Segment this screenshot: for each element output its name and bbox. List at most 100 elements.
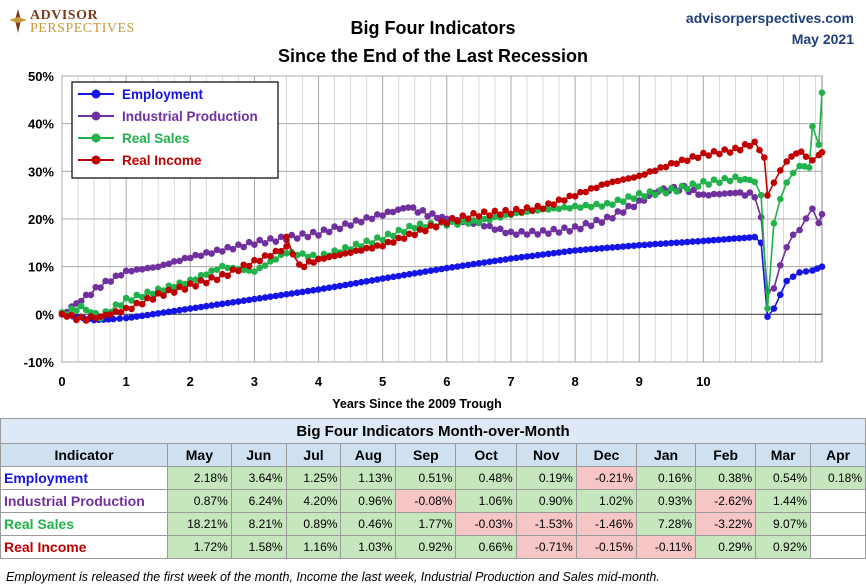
data-point [566, 247, 573, 255]
y-tick-label: 0% [35, 307, 54, 322]
series-real-income [58, 138, 826, 324]
data-point [288, 231, 296, 239]
data-point [789, 273, 797, 280]
data-point [187, 280, 194, 287]
data-point [721, 174, 728, 182]
data-point [427, 222, 435, 229]
data-point [400, 271, 408, 279]
table-cell: 0.38% [695, 466, 757, 490]
data-point [219, 270, 226, 278]
legend-label: Real Sales [122, 131, 190, 146]
data-point [777, 195, 784, 203]
data-point [419, 207, 427, 214]
data-point [149, 310, 157, 318]
data-point [277, 291, 285, 299]
data-point [138, 266, 146, 273]
data-point [379, 236, 387, 244]
data-point [82, 317, 90, 324]
data-point [170, 283, 178, 291]
data-point [176, 306, 183, 314]
y-tick-label: -10% [24, 355, 55, 370]
data-point [416, 226, 424, 233]
data-point [751, 233, 758, 241]
data-point [336, 282, 344, 290]
data-point [635, 197, 643, 204]
data-point [395, 272, 403, 280]
legend-label: Real Income [122, 153, 202, 168]
data-point [395, 234, 403, 242]
data-point [534, 251, 541, 259]
data-point [635, 172, 643, 180]
data-point [432, 266, 440, 274]
data-point [160, 309, 167, 316]
data-point [429, 210, 436, 217]
data-point [777, 291, 784, 299]
row-indicator-name: Real Sales [0, 512, 168, 536]
data-point [726, 177, 734, 185]
data-point [635, 241, 643, 249]
data-point [475, 219, 483, 226]
data-point [480, 215, 488, 223]
data-point [751, 178, 758, 186]
data-point [732, 189, 739, 197]
data-point [746, 189, 754, 196]
data-point [764, 305, 771, 312]
data-point [432, 223, 440, 231]
data-point [545, 230, 552, 237]
data-point [721, 190, 728, 197]
data-point [764, 192, 771, 199]
data-point [197, 303, 205, 311]
data-point [641, 241, 648, 249]
data-point [203, 302, 210, 310]
data-point [805, 164, 813, 171]
data-point [705, 181, 712, 188]
data-point [797, 148, 805, 155]
header-month: Aug [340, 443, 397, 467]
data-point [363, 244, 370, 252]
data-point [122, 267, 130, 275]
data-point [165, 308, 173, 316]
data-point [518, 253, 525, 261]
data-point [555, 196, 563, 203]
data-point [730, 235, 738, 242]
data-point [320, 226, 328, 233]
x-tick-label: 6 [443, 374, 450, 389]
data-point [331, 252, 338, 260]
data-point [491, 213, 499, 221]
y-tick-label: 20% [28, 212, 54, 227]
data-point [625, 193, 632, 200]
data-point [619, 209, 627, 216]
table-cell: -0.21% [575, 466, 638, 490]
data-point [756, 146, 763, 154]
data-point [424, 213, 431, 220]
data-point [630, 242, 638, 249]
data-point [625, 175, 632, 182]
compass-logo-icon [9, 9, 27, 33]
data-point [144, 288, 151, 296]
data-point [598, 219, 606, 226]
data-point [689, 153, 696, 160]
table-row: Real Income 1.72% 1.58% 1.16% 1.03% 0.92% 0.66… [0, 535, 866, 559]
data-point [320, 255, 328, 262]
data-point [587, 185, 595, 192]
data-point [406, 230, 413, 238]
data-point [725, 235, 733, 243]
data-point [133, 291, 141, 299]
x-tick-label: 9 [636, 374, 643, 389]
table-cell: 0.54% [755, 466, 812, 490]
data-point [757, 191, 765, 199]
header-month: Feb [695, 443, 757, 467]
data-point [68, 311, 75, 319]
data-point [678, 156, 686, 164]
x-tick-label: 1 [123, 374, 130, 389]
data-point [470, 210, 477, 217]
data-point [165, 286, 173, 294]
data-point [154, 310, 162, 317]
data-point [651, 191, 659, 199]
data-point [342, 220, 349, 227]
data-point [534, 231, 541, 238]
data-point [475, 260, 483, 267]
data-point [741, 234, 748, 242]
data-point [170, 258, 178, 265]
data-point [619, 243, 627, 250]
